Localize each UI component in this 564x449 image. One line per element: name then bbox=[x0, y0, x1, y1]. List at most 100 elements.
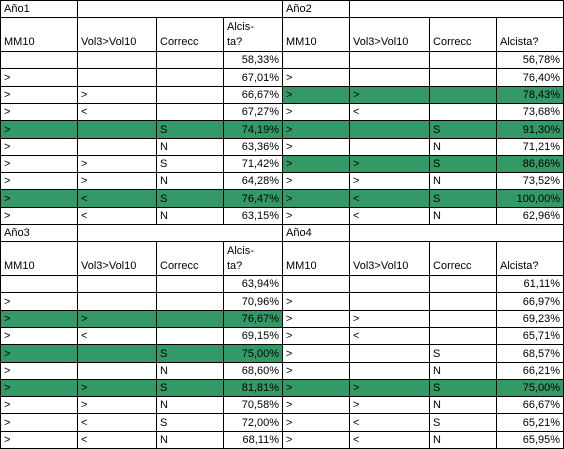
cell-vol3-vol10[interactable] bbox=[349, 138, 431, 156]
cell-correcc[interactable]: S bbox=[156, 379, 224, 397]
cell-alcista-pct[interactable]: 68,57% bbox=[496, 344, 564, 363]
cell-correcc[interactable]: N bbox=[156, 362, 224, 380]
header-alcista[interactable]: Alcis-ta? bbox=[222, 17, 284, 52]
cell-correcc[interactable]: S bbox=[429, 155, 498, 173]
cell-alcista-pct[interactable]: 67,27% bbox=[222, 103, 284, 121]
cell-alcista-pct[interactable]: 75,00% bbox=[496, 379, 564, 397]
header-vol3-vol10[interactable]: Vol3>Vol10 bbox=[77, 241, 157, 276]
header-correcc[interactable]: Correcc bbox=[156, 17, 224, 52]
cell-vol3-vol10[interactable]: < bbox=[77, 327, 157, 345]
cell-mm10[interactable]: > bbox=[282, 431, 351, 449]
cell-alcista-pct[interactable]: 66,21% bbox=[496, 362, 564, 380]
header-mm10[interactable]: MM10 bbox=[282, 241, 351, 276]
cell-mm10[interactable]: > bbox=[282, 327, 351, 345]
cell-mm10[interactable]: > bbox=[282, 362, 351, 380]
cell-mm10[interactable]: > bbox=[282, 189, 351, 208]
cell-mm10[interactable]: > bbox=[282, 292, 351, 311]
cell-vol3-vol10[interactable] bbox=[77, 68, 157, 87]
cell-alcista-pct[interactable]: 71,42% bbox=[222, 155, 284, 173]
cell-mm10[interactable]: > bbox=[0, 138, 78, 156]
empty-cell[interactable] bbox=[349, 224, 564, 242]
header-correcc[interactable]: Correcc bbox=[156, 241, 224, 276]
cell-mm10[interactable]: > bbox=[282, 172, 351, 190]
header-mm10[interactable]: MM10 bbox=[282, 17, 351, 52]
cell-vol3-vol10[interactable]: < bbox=[77, 189, 157, 208]
cell-correcc[interactable] bbox=[429, 310, 498, 328]
header-correcc[interactable]: Correcc bbox=[429, 17, 498, 52]
cell-vol3-vol10[interactable] bbox=[349, 51, 431, 69]
cell-mm10[interactable]: > bbox=[0, 344, 78, 363]
cell-mm10[interactable]: > bbox=[282, 379, 351, 397]
cell-vol3-vol10[interactable]: > bbox=[77, 379, 157, 397]
header-mm10[interactable]: MM10 bbox=[0, 17, 78, 52]
header-mm10[interactable]: MM10 bbox=[0, 241, 78, 276]
cell-vol3-vol10[interactable] bbox=[77, 292, 157, 311]
cell-vol3-vol10[interactable]: > bbox=[77, 310, 157, 328]
cell-vol3-vol10[interactable]: < bbox=[349, 413, 431, 432]
cell-correcc[interactable]: S bbox=[429, 413, 498, 432]
cell-correcc[interactable]: N bbox=[429, 138, 498, 156]
cell-correcc[interactable] bbox=[429, 103, 498, 121]
cell-alcista-pct[interactable]: 69,23% bbox=[496, 310, 564, 328]
header-correcc[interactable]: Correcc bbox=[429, 241, 498, 276]
cell-correcc[interactable] bbox=[156, 86, 224, 104]
cell-correcc[interactable] bbox=[156, 292, 224, 311]
cell-alcista-pct[interactable]: 67,01% bbox=[222, 68, 284, 87]
cell-alcista-pct[interactable]: 66,97% bbox=[496, 292, 564, 311]
cell-alcista-pct[interactable]: 68,60% bbox=[222, 362, 284, 380]
cell-vol3-vol10[interactable]: > bbox=[349, 379, 431, 397]
cell-alcista-pct[interactable]: 100,00% bbox=[496, 189, 564, 208]
cell-alcista-pct[interactable]: 58,33% bbox=[222, 51, 284, 69]
cell-vol3-vol10[interactable]: > bbox=[77, 155, 157, 173]
block-title[interactable]: Año1 bbox=[0, 0, 78, 18]
cell-correcc[interactable]: S bbox=[156, 155, 224, 173]
cell-vol3-vol10[interactable]: > bbox=[349, 396, 431, 414]
empty-cell[interactable] bbox=[349, 0, 564, 18]
cell-correcc[interactable] bbox=[156, 68, 224, 87]
cell-alcista-pct[interactable]: 78,43% bbox=[496, 86, 564, 104]
cell-mm10[interactable]: > bbox=[282, 155, 351, 173]
header-vol3-vol10[interactable]: Vol3>Vol10 bbox=[349, 17, 431, 52]
cell-correcc[interactable]: N bbox=[156, 138, 224, 156]
cell-correcc[interactable]: N bbox=[429, 172, 498, 190]
cell-mm10[interactable]: > bbox=[0, 310, 78, 328]
cell-alcista-pct[interactable]: 75,00% bbox=[222, 344, 284, 363]
cell-vol3-vol10[interactable] bbox=[349, 68, 431, 87]
cell-mm10[interactable]: > bbox=[282, 68, 351, 87]
cell-mm10[interactable]: > bbox=[0, 103, 78, 121]
cell-correcc[interactable]: N bbox=[429, 431, 498, 449]
cell-mm10[interactable]: > bbox=[282, 138, 351, 156]
cell-alcista-pct[interactable]: 86,66% bbox=[496, 155, 564, 173]
cell-mm10[interactable]: > bbox=[282, 120, 351, 139]
cell-mm10[interactable]: > bbox=[282, 344, 351, 363]
cell-vol3-vol10[interactable] bbox=[77, 120, 157, 139]
cell-vol3-vol10[interactable] bbox=[349, 362, 431, 380]
cell-correcc[interactable] bbox=[429, 327, 498, 345]
cell-mm10[interactable]: > bbox=[0, 431, 78, 449]
cell-mm10[interactable] bbox=[282, 275, 351, 293]
cell-correcc[interactable]: S bbox=[156, 120, 224, 139]
cell-alcista-pct[interactable]: 73,52% bbox=[496, 172, 564, 190]
cell-correcc[interactable] bbox=[429, 51, 498, 69]
cell-alcista-pct[interactable]: 65,71% bbox=[496, 327, 564, 345]
cell-correcc[interactable]: S bbox=[429, 120, 498, 139]
cell-mm10[interactable]: > bbox=[0, 327, 78, 345]
cell-vol3-vol10[interactable]: < bbox=[77, 207, 157, 225]
cell-mm10[interactable]: > bbox=[0, 68, 78, 87]
cell-vol3-vol10[interactable] bbox=[349, 120, 431, 139]
cell-vol3-vol10[interactable]: > bbox=[349, 86, 431, 104]
cell-alcista-pct[interactable]: 76,47% bbox=[222, 189, 284, 208]
cell-mm10[interactable]: > bbox=[282, 103, 351, 121]
cell-mm10[interactable]: > bbox=[0, 120, 78, 139]
block-title[interactable]: Año3 bbox=[0, 224, 78, 242]
cell-vol3-vol10[interactable] bbox=[349, 344, 431, 363]
cell-mm10[interactable]: > bbox=[282, 396, 351, 414]
block-title[interactable]: Año2 bbox=[282, 0, 351, 18]
cell-correcc[interactable] bbox=[156, 275, 224, 293]
cell-correcc[interactable] bbox=[429, 275, 498, 293]
cell-alcista-pct[interactable]: 73,68% bbox=[496, 103, 564, 121]
cell-vol3-vol10[interactable]: < bbox=[77, 431, 157, 449]
cell-mm10[interactable]: > bbox=[0, 413, 78, 432]
cell-mm10[interactable]: > bbox=[0, 189, 78, 208]
cell-mm10[interactable]: > bbox=[282, 86, 351, 104]
